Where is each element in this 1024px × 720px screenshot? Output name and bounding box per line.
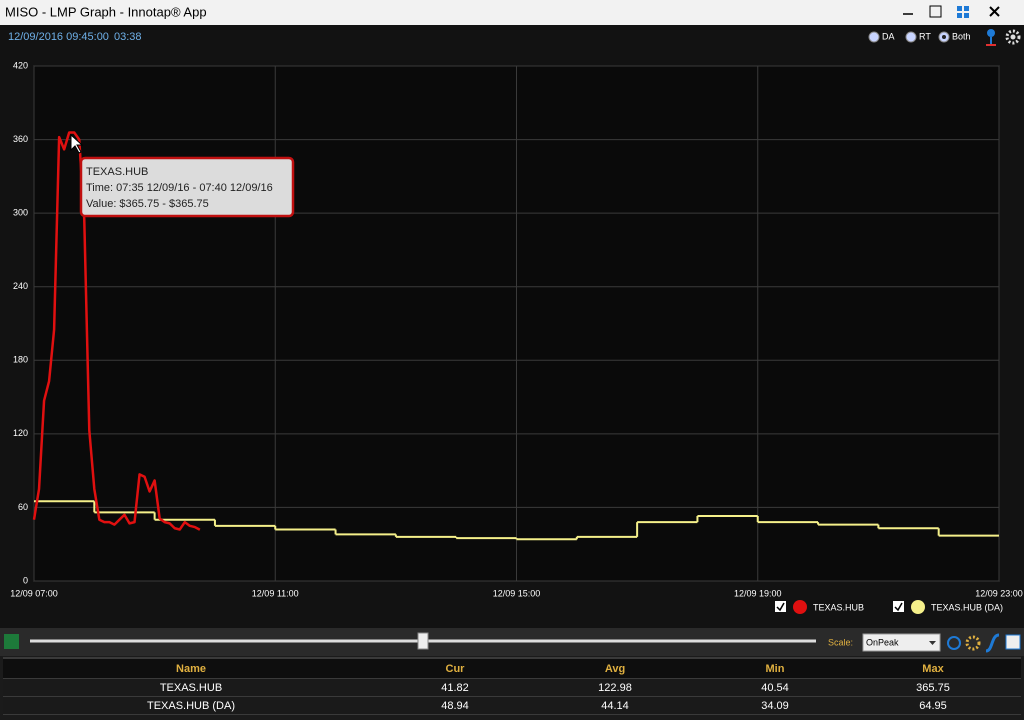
table-cell: 122.98 [598, 682, 632, 694]
elapsed-time: 03:38 [114, 31, 142, 43]
pin-icon[interactable] [986, 29, 996, 46]
table-cell: TEXAS.HUB [160, 682, 222, 694]
mode-radio[interactable] [868, 31, 880, 43]
table-cell: 44.14 [601, 700, 629, 712]
tooltip-line: Time: 07:35 12/09/16 - 07:40 12/09/16 [86, 182, 273, 194]
scale-dropdown[interactable] [862, 633, 941, 652]
mouse-cursor [70, 133, 84, 154]
y-tick-label: 240 [13, 281, 28, 291]
column-header: Avg [605, 663, 625, 675]
tooltip [79, 156, 295, 218]
tooltip-line: Value: $365.75 - $365.75 [86, 198, 209, 210]
y-tick-label: 0 [23, 575, 28, 585]
column-header: Max [922, 663, 944, 675]
y-tick-label: 120 [13, 428, 28, 438]
x-tick-label: 12/09 19:00 [734, 588, 782, 598]
checkmark [776, 602, 785, 612]
radio-dot [942, 35, 946, 39]
legend-label: TEXAS.HUB (DA) [931, 602, 1003, 612]
table-cell: 41.82 [441, 682, 469, 694]
y-tick-label: 420 [13, 60, 28, 70]
table-cell: 34.09 [761, 700, 789, 712]
tile-button[interactable] [957, 6, 969, 18]
legend-swatch [793, 600, 807, 614]
maximize-button[interactable] [929, 5, 942, 18]
y-tick-label: 360 [13, 134, 28, 144]
table-cell: TEXAS.HUB (DA) [147, 700, 235, 712]
scale-value: OnPeak [866, 637, 899, 647]
x-tick-label: 12/09 11:00 [252, 588, 299, 598]
legend-label: TEXAS.HUB [813, 602, 864, 612]
table-row [3, 697, 1021, 714]
x-tick-label: 12/09 07:00 [10, 588, 58, 598]
close-button[interactable] [989, 6, 1000, 17]
table-cell: 64.95 [919, 700, 947, 712]
time-slider-thumb[interactable] [417, 632, 429, 650]
y-tick-label: 180 [13, 355, 28, 365]
mode-label: RT [919, 31, 931, 41]
legend-checkbox[interactable] [893, 601, 904, 612]
window-title: MISO - LMP Graph - Innotap® App [5, 4, 207, 19]
table-row [3, 679, 1021, 696]
x-tick-label: 12/09 15:00 [493, 588, 541, 598]
table-cell: 365.75 [916, 682, 950, 694]
dropdown-arrow [929, 641, 936, 645]
highlight-button[interactable] [965, 635, 981, 651]
table-cell: 48.94 [441, 700, 469, 712]
legend-swatch [911, 600, 925, 614]
table-header [3, 659, 1021, 678]
timestamp: 12/09/2016 09:45:00 [8, 31, 109, 43]
image-button[interactable] [1005, 634, 1021, 650]
legend-checkbox[interactable] [775, 601, 786, 612]
mode-radio[interactable] [905, 31, 917, 43]
series-line [32, 131, 201, 531]
view-button[interactable] [947, 636, 961, 650]
column-header: Min [766, 663, 785, 675]
column-header: Name [176, 663, 206, 675]
title-bar [0, 0, 1024, 25]
checkmark [894, 602, 903, 612]
table-cell: 40.54 [761, 682, 789, 694]
settings-icon[interactable] [1005, 29, 1021, 45]
tooltip-line: TEXAS.HUB [86, 166, 148, 178]
column-header: Cur [446, 663, 466, 675]
x-tick-label: 12/09 23:00 [975, 588, 1023, 598]
mode-label: Both [952, 31, 971, 41]
y-tick-label: 300 [13, 208, 28, 218]
curve-button[interactable] [985, 633, 1000, 653]
excel-export-button[interactable] [4, 634, 19, 649]
scale-label: Scale: [828, 637, 853, 647]
mode-label: DA [882, 31, 895, 41]
y-tick-label: 60 [18, 502, 28, 512]
